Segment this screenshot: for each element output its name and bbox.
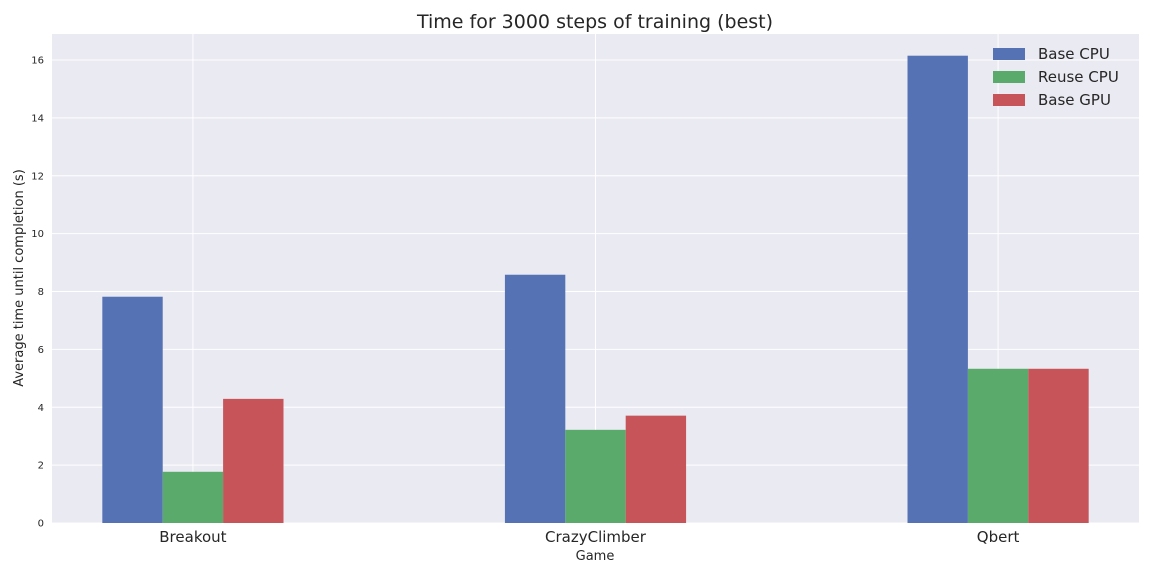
legend-swatch-0 (993, 48, 1025, 60)
y-tick-label-3: 6 (38, 345, 44, 356)
x-category-labels: Breakout CrazyClimber Qbert (159, 528, 1019, 546)
bar-reuse-cpu-breakout (162, 471, 224, 523)
y-tick-labels: 0 2 4 6 8 10 12 14 16 (31, 56, 44, 530)
bar-base-gpu-qbert (1028, 368, 1089, 523)
y-tick-label-4: 8 (38, 287, 44, 298)
legend-swatch-2 (993, 94, 1025, 106)
chart-title: Time for 3000 steps of training (best) (416, 11, 773, 33)
legend-label-1: Reuse CPU (1038, 68, 1119, 86)
bars (102, 55, 1089, 524)
bar-base-gpu-crazyclimber (625, 415, 687, 523)
y-tick-label-6: 12 (31, 171, 44, 182)
bar-base-gpu-breakout (223, 398, 284, 523)
y-tick-label-8: 16 (31, 56, 44, 67)
bar-base-cpu-crazyclimber (504, 274, 566, 523)
bar-reuse-cpu-qbert (967, 368, 1029, 523)
bar-reuse-cpu-crazyclimber (565, 429, 626, 523)
x-tick-label-0: Breakout (159, 528, 226, 546)
x-axis-label: Game (576, 549, 615, 564)
x-tick-label-2: Qbert (977, 528, 1020, 546)
y-tick-label-5: 10 (31, 229, 44, 240)
legend: Base CPU Reuse CPU Base GPU (993, 45, 1119, 109)
y-tick-label-7: 14 (31, 113, 44, 124)
legend-label-2: Base GPU (1038, 91, 1111, 109)
x-tick-label-1: CrazyClimber (545, 528, 647, 546)
legend-swatch-1 (993, 71, 1025, 83)
bar-base-cpu-qbert (907, 55, 968, 524)
bar-base-cpu-breakout (102, 296, 163, 523)
legend-label-0: Base CPU (1038, 45, 1110, 63)
y-tick-label-1: 2 (38, 461, 44, 472)
y-axis-label: Average time until completion (s) (12, 169, 27, 387)
y-tick-label-2: 4 (38, 403, 44, 414)
y-tick-label-0: 0 (38, 519, 44, 530)
